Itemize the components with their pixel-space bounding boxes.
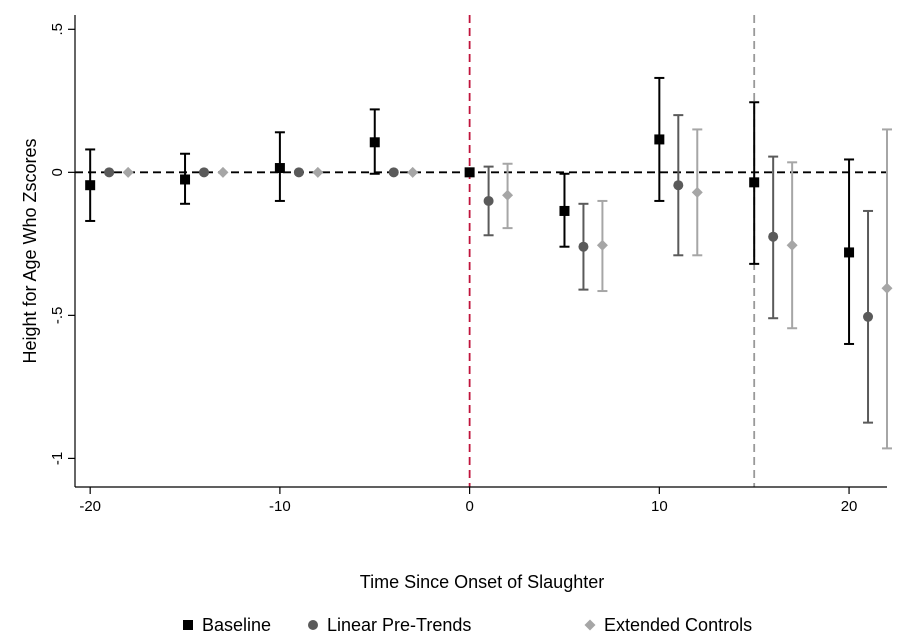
x-tick-label: 20 — [841, 498, 858, 515]
data-point — [673, 180, 684, 191]
x-tick-label: -20 — [79, 498, 101, 515]
data-point — [388, 167, 399, 178]
legend-item: Baseline — [183, 615, 271, 635]
series-extended-controls — [122, 128, 893, 450]
data-point — [312, 166, 324, 178]
x-axis-title: Time Since Onset of Slaughter — [360, 572, 604, 592]
data-point — [691, 186, 703, 198]
data-point — [274, 163, 285, 174]
x-tick-label: -10 — [269, 498, 291, 515]
data-point — [844, 247, 855, 258]
legend: Baseline Linear Pre-Trends Extended Contro… — [183, 615, 752, 635]
data-point — [180, 174, 191, 185]
data-point — [483, 195, 494, 206]
data-point — [293, 167, 304, 178]
legend-item: Linear Pre-Trends — [308, 615, 471, 635]
data-point — [85, 180, 96, 191]
data-point — [369, 137, 380, 148]
legend-marker — [584, 619, 596, 631]
legend-marker — [183, 620, 193, 630]
legend-label: Linear Pre-Trends — [327, 615, 471, 635]
plot-area — [75, 15, 893, 487]
data-point — [122, 166, 134, 178]
y-tick-label: 0 — [49, 168, 66, 176]
y-tick-label: -.5 — [49, 307, 66, 325]
data-point — [217, 166, 229, 178]
y-tick-label: -1 — [49, 452, 66, 465]
y-axis-title: Height for Age Who Zscores — [20, 138, 40, 363]
data-point — [559, 205, 570, 216]
y-tick-label: .5 — [49, 23, 66, 36]
data-point — [199, 167, 210, 178]
data-point — [407, 166, 419, 178]
legend-label: Baseline — [202, 615, 271, 635]
data-point — [881, 282, 893, 294]
data-point — [654, 134, 665, 145]
axes: -20 -10 0 10 20 -1 -.5 0 .5 — [49, 15, 887, 515]
legend-label: Extended Controls — [604, 615, 752, 635]
x-tick-label: 10 — [651, 498, 668, 515]
data-point — [768, 231, 779, 242]
data-point — [749, 177, 760, 188]
series-baseline — [85, 76, 855, 345]
legend-item: Extended Controls — [584, 615, 752, 635]
data-point — [104, 167, 115, 178]
series-linear-pre-trends — [104, 114, 874, 424]
data-point — [863, 311, 874, 322]
x-tick-label: 0 — [465, 498, 473, 515]
legend-marker — [308, 620, 318, 630]
data-point — [786, 239, 798, 251]
data-point — [502, 189, 514, 201]
data-point — [578, 241, 589, 252]
data-point — [464, 167, 475, 178]
data-point — [596, 239, 608, 251]
